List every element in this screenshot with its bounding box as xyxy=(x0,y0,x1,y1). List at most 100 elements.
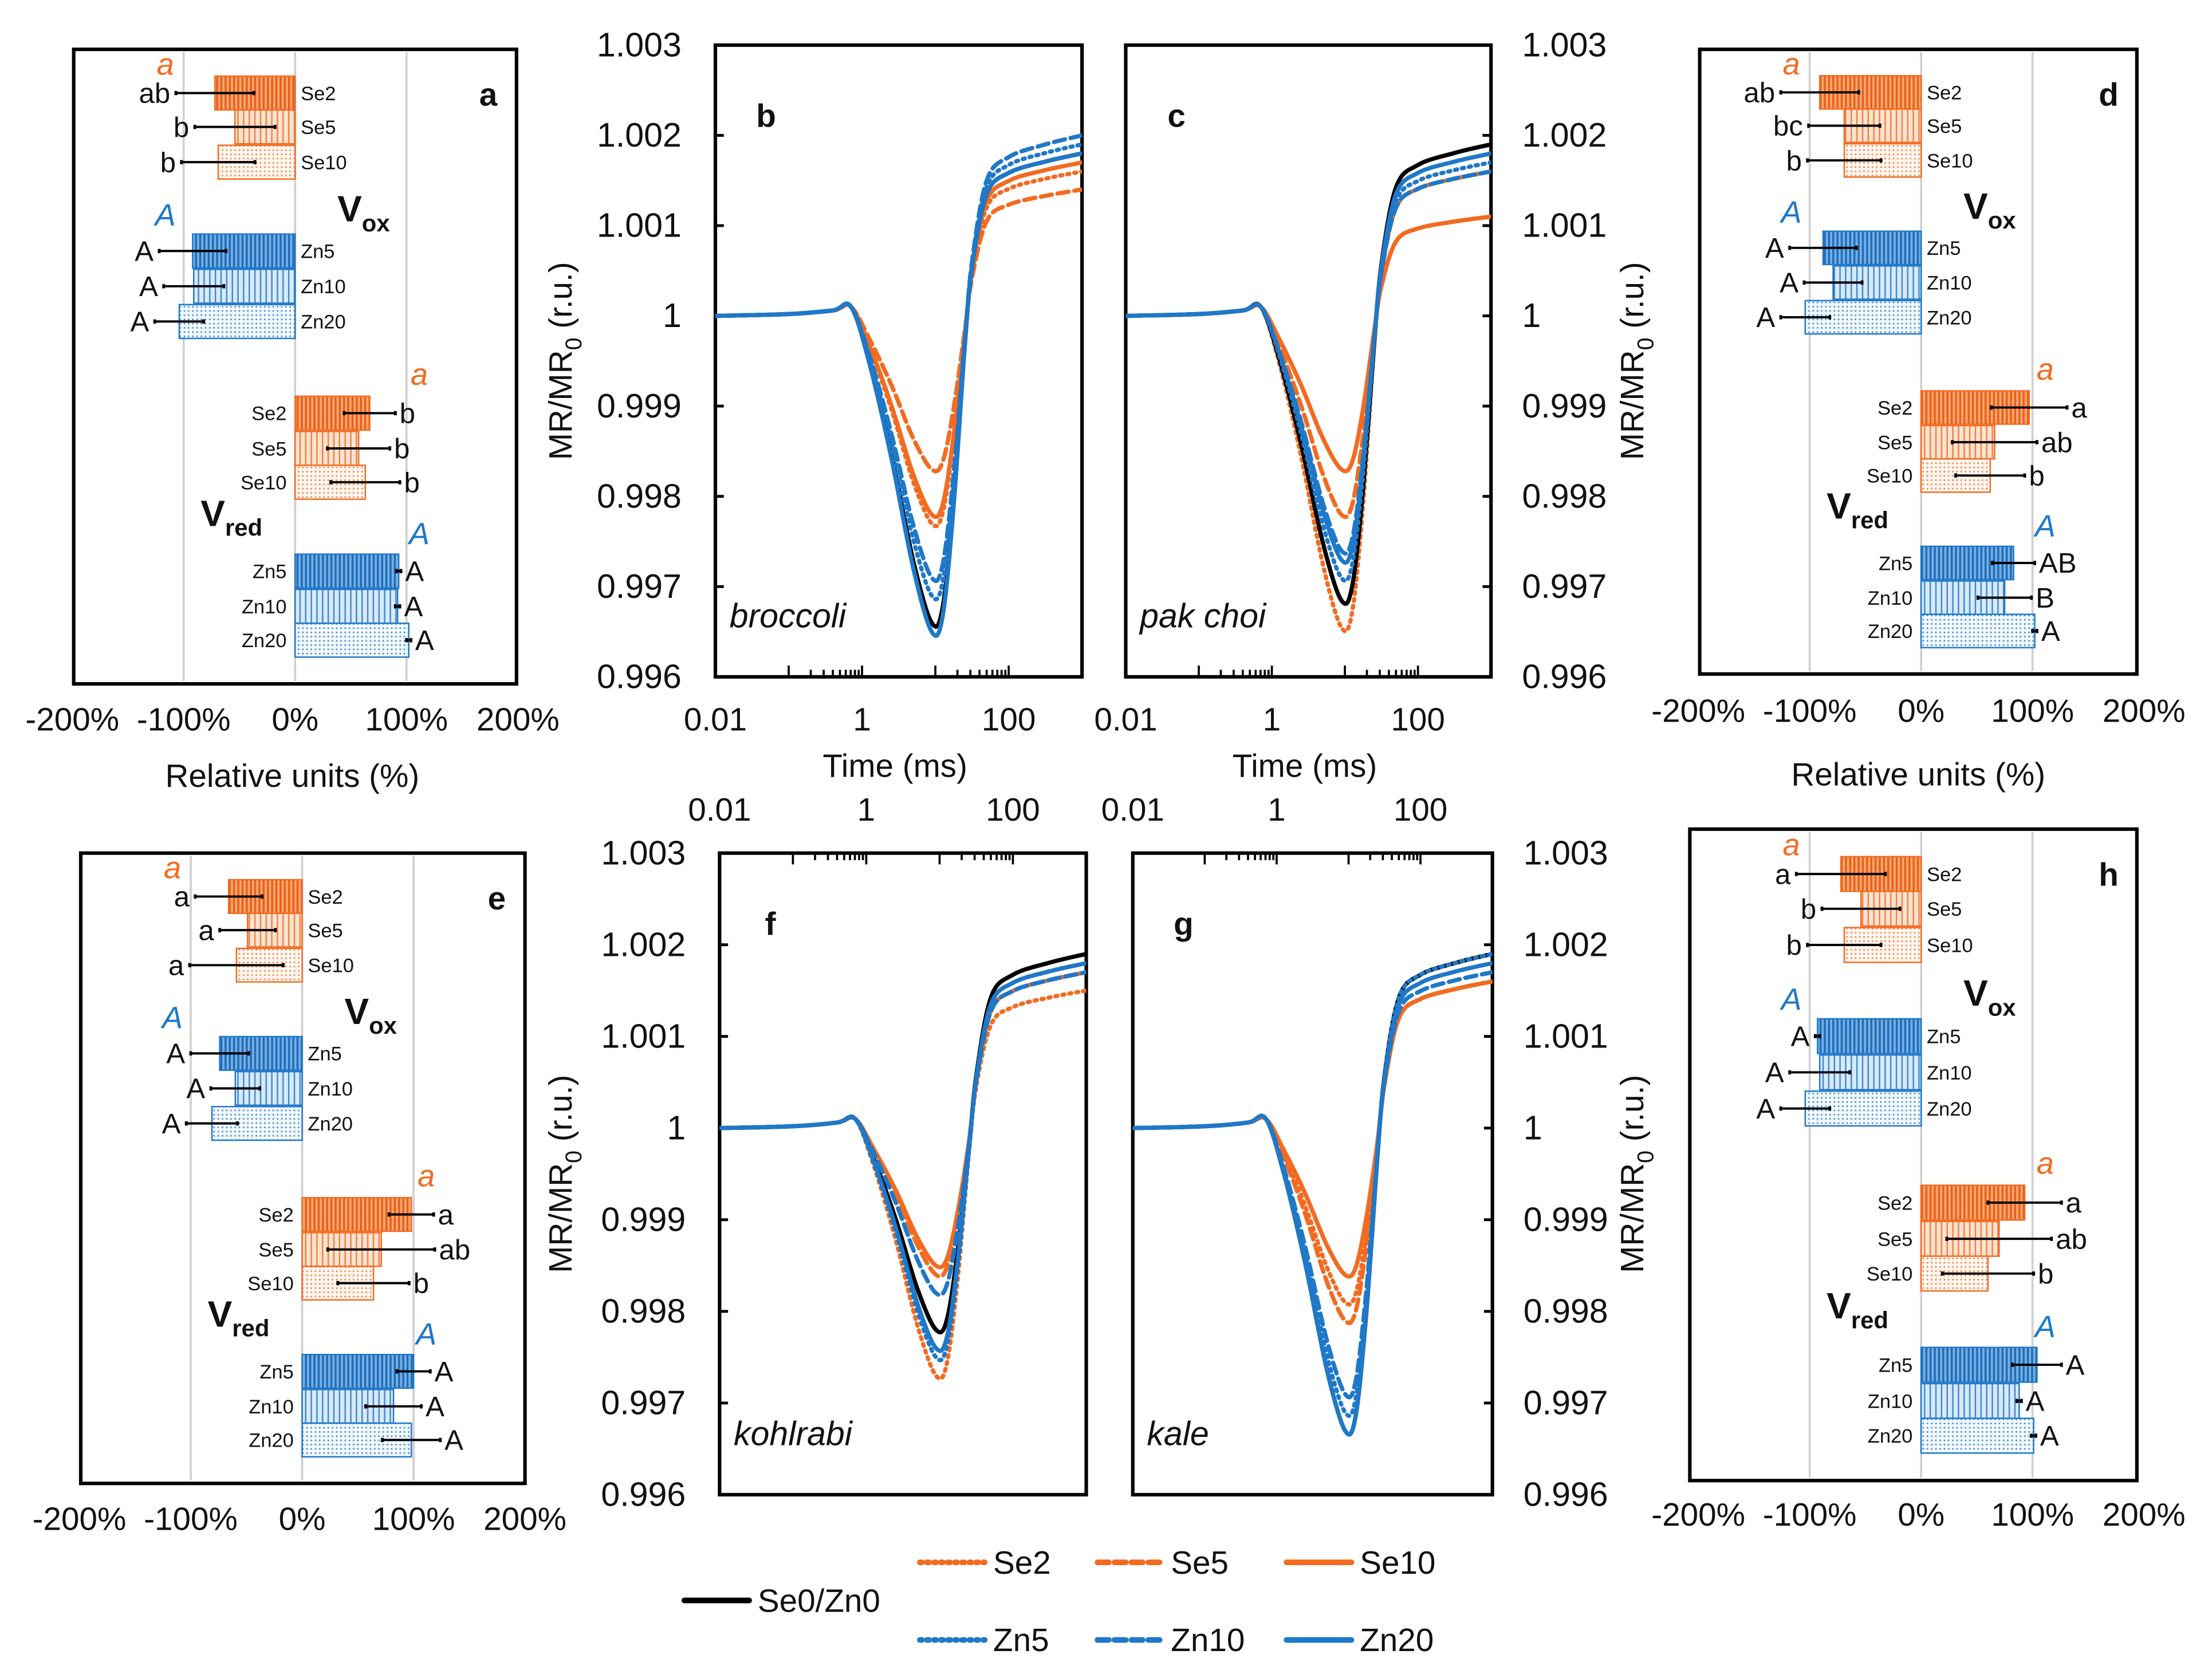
legend-item: Zn5 xyxy=(917,1622,1049,1659)
x-tick-label: -100% xyxy=(144,1501,238,1537)
group-title-subscript: ox xyxy=(369,1012,397,1039)
significance-letter: a xyxy=(174,881,190,913)
x-tick-label: 0% xyxy=(271,702,318,738)
x-tick-label: 100% xyxy=(372,1501,455,1537)
bar-label: Se2 xyxy=(1927,864,1962,885)
x-tick-label: 100% xyxy=(1991,1497,2074,1533)
bar-label: Se2 xyxy=(258,1204,293,1226)
series-line-zn20 xyxy=(1132,960,1493,1437)
significance-letter: A xyxy=(139,271,158,302)
group-letter-zn: A xyxy=(1780,195,1802,230)
significance-letter: A xyxy=(1780,267,1798,299)
y-axis-title-main: MR/MR xyxy=(543,1163,579,1273)
bar-label: Se10 xyxy=(1927,935,1973,956)
group-title-Vred: Vred xyxy=(200,493,262,541)
group-title-main: V xyxy=(1827,485,1851,526)
significance-letter: A xyxy=(435,1356,454,1388)
y-axis-title: MR/MR0 (r.u.) xyxy=(1615,262,1658,460)
group-title-main: V xyxy=(1963,186,1988,227)
y-tick-label: 1.001 xyxy=(1524,1017,1608,1055)
group-title-Vox: Vox xyxy=(1963,972,2016,1021)
group-title-main: V xyxy=(344,991,369,1032)
y-tick-label: 0.998 xyxy=(1522,477,1607,515)
x-tick-label: 200% xyxy=(477,702,560,738)
group-title-Vred: Vred xyxy=(208,1293,270,1341)
significance-letter: A xyxy=(1756,1093,1775,1125)
bar-label: Se10 xyxy=(301,152,347,174)
panel-letter: f xyxy=(765,906,776,942)
x-tick-label: 1 xyxy=(1263,702,1281,738)
y-tick-label: 0.999 xyxy=(601,1200,686,1238)
legend: Se2 Se5 Se10 Se0/Zn0 Zn5 Zn10 Zn20 xyxy=(681,1545,1435,1659)
group-letter-zn: A xyxy=(153,198,176,233)
legend-label: Zn20 xyxy=(1360,1622,1434,1659)
group-letter-zn: A xyxy=(2033,509,2056,543)
y-tick-label: 0.996 xyxy=(1524,1476,1608,1514)
significance-letter: b xyxy=(2038,1258,2053,1290)
x-tick-label: 0.01 xyxy=(1094,702,1157,738)
bar-label: Zn20 xyxy=(308,1113,353,1135)
bar-label: Zn5 xyxy=(1879,1354,1912,1376)
significance-letter: A xyxy=(1765,233,1784,264)
bar-label: Zn20 xyxy=(249,1430,294,1452)
bar-label: Se5 xyxy=(258,1239,293,1261)
x-tick-label: -200% xyxy=(1651,694,1745,730)
significance-letter: A xyxy=(130,306,149,338)
legend-item: Se10 xyxy=(1284,1545,1435,1581)
bar-panel-e: e-200% -100% 0% 100% 200%VoxaASe2aSe5aSe10aZ… xyxy=(33,851,566,1538)
significance-letter: A xyxy=(2026,1385,2045,1417)
x-axis-title: Relative units (%) xyxy=(1791,757,2045,793)
group-title-subscript: red xyxy=(232,1315,269,1342)
plot-frame xyxy=(1124,43,1493,679)
group-title-Vred: Vred xyxy=(1827,485,1888,533)
bar-Zn20 xyxy=(294,623,410,658)
group-title-subscript: red xyxy=(1851,507,1888,534)
y-tick-label: 0.998 xyxy=(601,1293,686,1330)
bar-label: Se5 xyxy=(251,438,286,460)
bar-Zn10 xyxy=(294,588,399,624)
y-axis-title-main: MR/MR xyxy=(1615,350,1651,460)
group-letter-se: a xyxy=(157,47,174,81)
bar-panel-h: h -200% -100% 0% 100% 200% Vox a A Se2 a Se5 b Se10 b Z… xyxy=(1651,827,2186,1533)
significance-letter: A xyxy=(186,1073,205,1105)
y-tick-label: 0.996 xyxy=(1522,658,1607,696)
legend-item: Zn20 xyxy=(1284,1622,1434,1659)
bar-label: Se10 xyxy=(247,1273,294,1295)
group-title-main: V xyxy=(1963,972,1988,1014)
plot-frame xyxy=(72,48,518,686)
legend-label: Se2 xyxy=(993,1545,1051,1581)
significance-letter: A xyxy=(2041,616,2060,647)
significance-letter: b xyxy=(2029,460,2044,492)
x-tick-label: -100% xyxy=(1763,694,1857,730)
significance-letter: a xyxy=(168,950,184,982)
group-letter-se: a xyxy=(1783,47,1800,81)
y-axis-title-unit: (r.u.) xyxy=(1615,1075,1651,1151)
x-tick-label: -200% xyxy=(33,1501,127,1537)
x-tick-label: 1 xyxy=(1268,792,1286,828)
y-axis-title-unit: (r.u.) xyxy=(543,1075,579,1151)
bar-label: Se10 xyxy=(1927,150,1973,172)
x-tick-label: 0% xyxy=(1898,694,1945,730)
significance-letter: A xyxy=(404,591,423,623)
bar-label: Se5 xyxy=(1927,116,1962,137)
group-title-Vox: Vox xyxy=(344,991,397,1039)
significance-letter: ab xyxy=(439,1234,470,1266)
group-letter-se: a xyxy=(1783,828,1800,862)
significance-letter: b xyxy=(160,147,176,178)
significance-letter: a xyxy=(2071,392,2087,424)
bar-label: Se2 xyxy=(1878,397,1912,419)
bar-label: Se2 xyxy=(1927,82,1962,104)
y-axis-title-subscript: 0 xyxy=(561,338,587,350)
y-tick-label: 1.003 xyxy=(1524,834,1608,872)
significance-letter: A xyxy=(1765,1057,1784,1089)
bar-label: Se10 xyxy=(1867,1263,1913,1285)
significance-letter: AB xyxy=(2039,547,2077,579)
bar-Zn5 xyxy=(294,553,400,589)
group-title-main: V xyxy=(208,1293,233,1334)
x-tick-label: 0.01 xyxy=(684,702,747,738)
legend-label: Se5 xyxy=(1171,1545,1229,1581)
y-axis-title-main: MR/MR xyxy=(1615,1163,1651,1273)
y-tick-label: 0.998 xyxy=(597,477,682,515)
x-tick-label: -200% xyxy=(25,702,119,738)
bar-label: Se10 xyxy=(308,955,354,977)
